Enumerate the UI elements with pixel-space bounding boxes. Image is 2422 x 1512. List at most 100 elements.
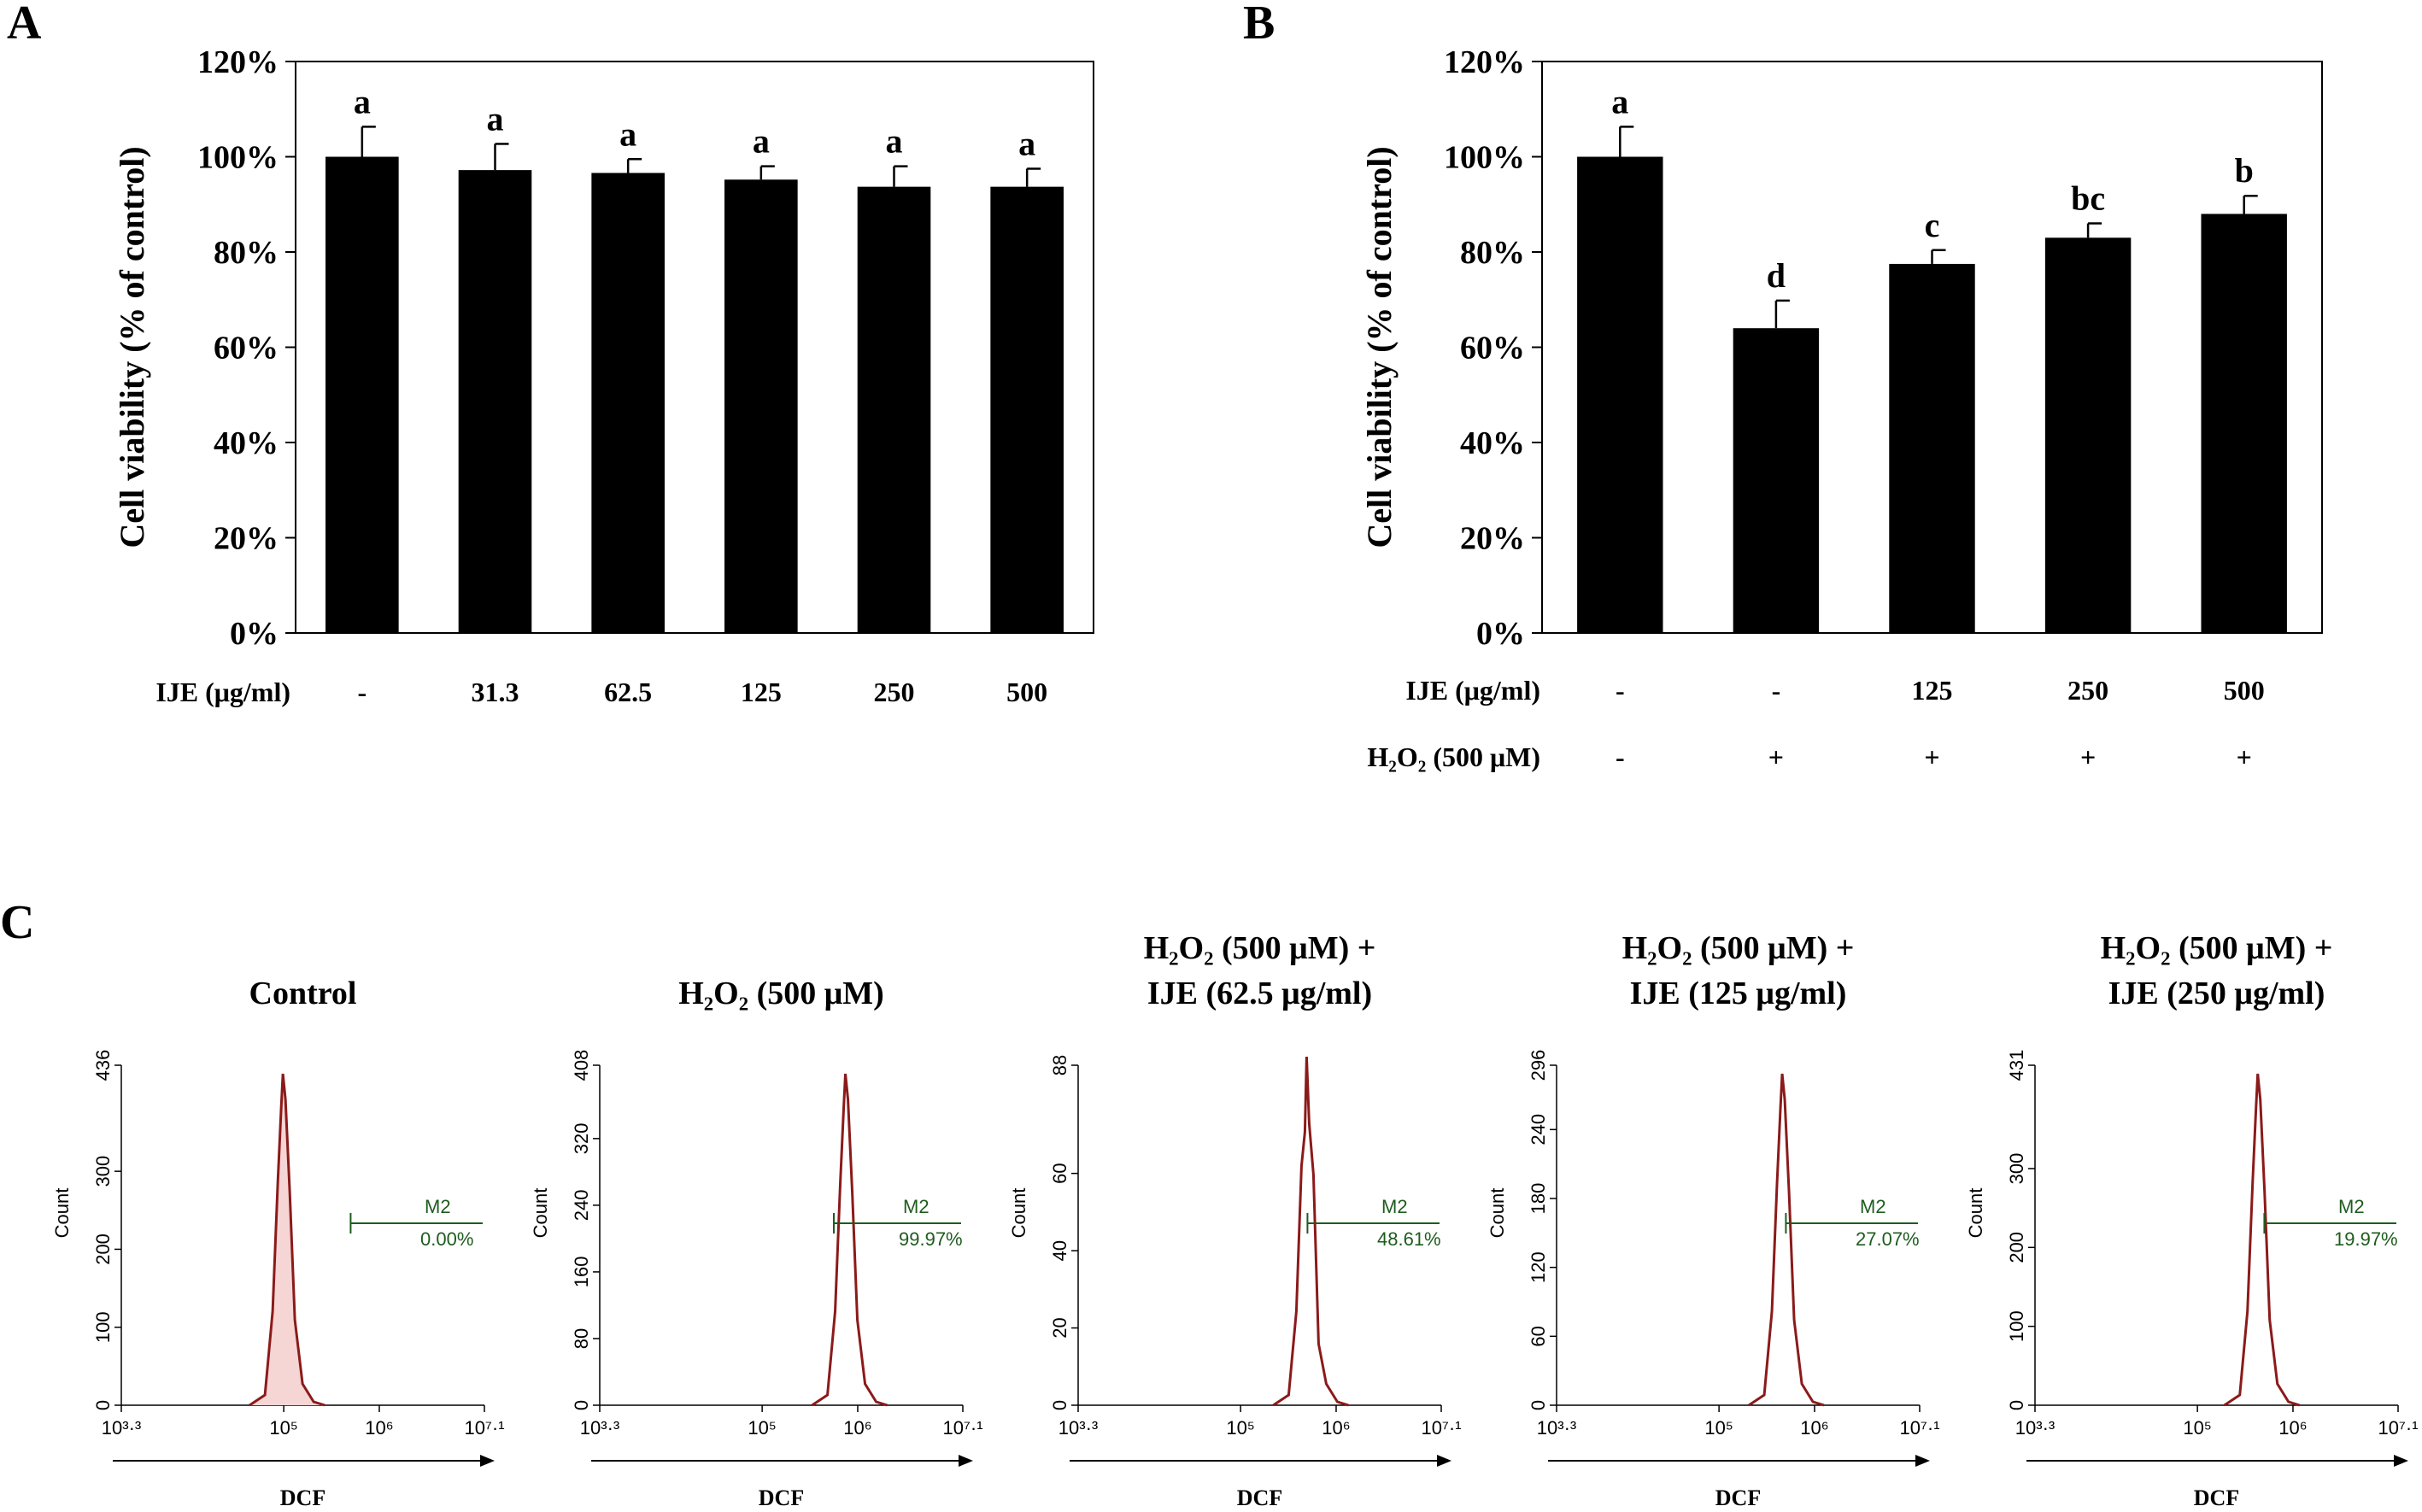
category-label: 250: [874, 677, 915, 707]
histogram-title: IJE (250 μg/ml): [2108, 976, 2325, 1011]
y-tick-label: 100%: [1444, 140, 1525, 176]
category-label: 500: [1006, 677, 1047, 707]
y-tick-label: 300: [92, 1156, 114, 1187]
x-tick-label: 10⁷·¹: [2378, 1417, 2418, 1439]
category-label: 125: [741, 677, 782, 707]
category-label: -: [358, 677, 367, 707]
histogram-title: H₂O₂ (500 μM) +: [1622, 930, 1855, 966]
histogram-curve: [249, 1073, 325, 1407]
x-axis-arrowhead: [1437, 1455, 1451, 1467]
y-tick-label: 20%: [1460, 521, 1525, 557]
y-tick-label: 60%: [214, 331, 279, 366]
x-tick-label: 10⁷·¹: [1421, 1417, 1461, 1439]
histogram-panel: H₂O₂ (500 μM) + IJE (125 μg/ml) 0 60 120 180 2…: [1487, 930, 1940, 1510]
y-tick-label: 100: [92, 1311, 114, 1343]
x-axis-label: DCF: [280, 1486, 325, 1510]
y-tick-label: 0%: [230, 616, 279, 652]
significance-letter: a: [487, 99, 504, 138]
y-axis-label: Cell viability (% of control): [113, 146, 151, 548]
x-axis-arrowhead: [480, 1455, 495, 1467]
y-tick-label: 0: [92, 1400, 114, 1410]
y-axis-label: Count: [1008, 1188, 1029, 1239]
y-tick-label: 120%: [1444, 44, 1525, 80]
category-label: 500: [2224, 675, 2265, 706]
significance-letter: c: [1925, 206, 1940, 244]
category-label: 125: [1912, 675, 1953, 706]
y-tick-label: 40: [1049, 1240, 1070, 1261]
row-label: IJE (μg/ml): [155, 677, 290, 707]
significance-letter: a: [1018, 124, 1035, 162]
x-tick-label: 10³·³: [580, 1417, 619, 1439]
y-tick-label: 60: [1528, 1326, 1549, 1346]
x-tick-label: 10⁶: [365, 1417, 394, 1439]
y-axis-label: Count: [51, 1188, 73, 1239]
m2-gate-value: 99.97%: [899, 1228, 963, 1250]
y-tick-label: 180: [1528, 1183, 1549, 1215]
y-tick-label: 0: [1528, 1400, 1549, 1410]
panel-label-b: B: [1243, 0, 1275, 50]
y-tick-label: 120%: [197, 44, 279, 80]
category-label: +: [2080, 741, 2096, 772]
bar: [2044, 237, 2132, 633]
x-axis-arrowhead: [959, 1455, 973, 1467]
histogram-title: IJE (125 μg/ml): [1630, 976, 1847, 1011]
bar: [1889, 263, 1975, 633]
y-tick-label: 320: [571, 1122, 592, 1154]
y-tick-label: 408: [571, 1050, 592, 1081]
x-axis-arrowhead: [1915, 1455, 1930, 1467]
y-tick-label: 431: [2006, 1050, 2027, 1081]
x-tick-label: 10³·³: [1059, 1417, 1098, 1439]
histogram-curve: [811, 1073, 888, 1407]
x-axis-label: DCF: [1715, 1486, 1761, 1510]
x-tick-label: 10⁵: [748, 1417, 777, 1439]
histogram-curve: [1272, 1056, 1349, 1407]
y-tick-label: 436: [92, 1050, 114, 1081]
significance-letter: a: [1611, 82, 1628, 120]
significance-letter: a: [753, 122, 770, 161]
y-tick-label: 300: [2006, 1153, 2027, 1185]
bar: [1577, 156, 1663, 633]
category-label: 31.3: [472, 677, 519, 707]
histogram-title: H₂O₂ (500 μM) +: [2101, 930, 2333, 966]
bar: [591, 173, 665, 633]
y-tick-label: 0: [571, 1400, 592, 1410]
x-tick-label: 10³·³: [2015, 1417, 2055, 1439]
category-label: +: [1924, 741, 1939, 772]
panel-label-a: A: [7, 0, 42, 50]
y-tick-label: 80%: [1460, 235, 1525, 271]
bar: [458, 170, 532, 634]
m2-gate-value: 19.97%: [2334, 1228, 2398, 1250]
y-tick-label: 0%: [1476, 616, 1525, 652]
y-axis-label: Count: [1487, 1188, 1508, 1239]
y-tick-label: 0: [1049, 1400, 1070, 1410]
y-tick-label: 80: [571, 1328, 592, 1349]
y-tick-label: 20%: [214, 521, 279, 557]
histogram-panel: H₂O₂ (500 μM) + IJE (62.5 μg/ml) 0 20 40 60 88…: [1008, 930, 1462, 1510]
m2-gate-value: 48.61%: [1377, 1228, 1441, 1250]
y-tick-label: 240: [1528, 1114, 1549, 1146]
x-tick-label: 10⁶: [1800, 1417, 1829, 1439]
y-tick-label: 200: [2006, 1232, 2027, 1263]
x-tick-label: 10⁵: [1226, 1417, 1255, 1439]
plot-frame: [295, 61, 1094, 634]
x-tick-label: 10⁷·¹: [942, 1417, 982, 1439]
y-tick-label: 88: [1049, 1055, 1070, 1075]
histogram-panel: H₂O₂ (500 μM) + IJE (250 μg/ml) 0 100 200 300…: [1965, 930, 2419, 1510]
significance-letter: b: [2235, 151, 2254, 190]
y-tick-label: 120: [1528, 1251, 1549, 1283]
category-label: -: [1616, 741, 1625, 772]
y-tick-label: 0: [2006, 1400, 2027, 1410]
y-tick-label: 100: [2006, 1310, 2027, 1342]
y-tick-label: 296: [1528, 1050, 1549, 1081]
bar: [2201, 214, 2287, 633]
x-tick-label: 10⁵: [2183, 1417, 2212, 1439]
histogram-fill: [249, 1074, 325, 1405]
bar: [857, 186, 931, 633]
y-tick-label: 200: [92, 1234, 114, 1265]
chart-a-viability: 0% 20% 40% 60% 80% 100% 120% Cell viability (% …: [113, 44, 1094, 707]
bar: [724, 179, 798, 633]
y-axis-label: Cell viability (% of control): [1360, 146, 1399, 548]
m2-gate-label: M2: [2338, 1196, 2365, 1217]
